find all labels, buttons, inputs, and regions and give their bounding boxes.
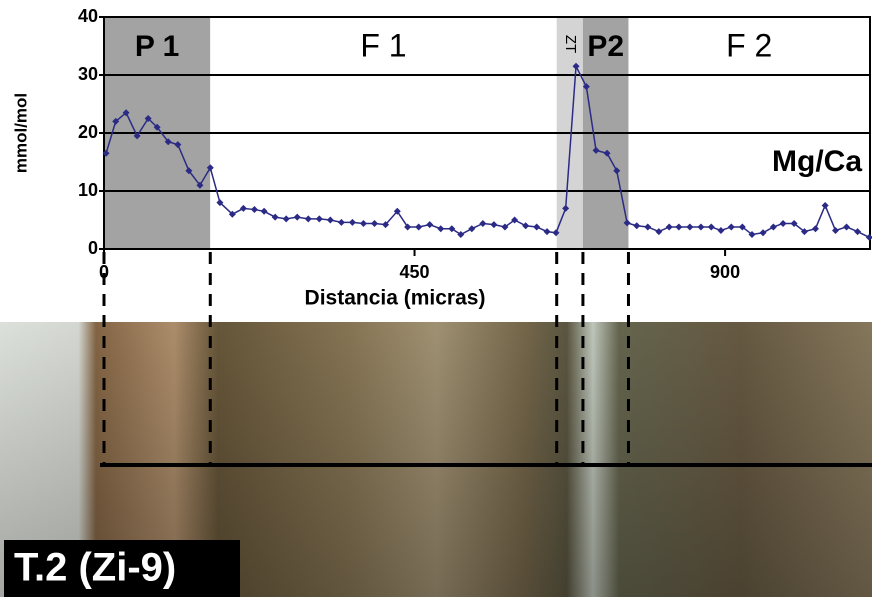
data-point — [854, 228, 862, 236]
photo-label-box — [4, 540, 240, 597]
data-point — [293, 213, 301, 221]
data-point — [393, 207, 401, 215]
data-point — [426, 221, 434, 229]
data-point — [675, 223, 683, 231]
data-point — [511, 216, 519, 224]
data-point — [633, 222, 641, 230]
data-point — [250, 206, 258, 214]
data-point — [102, 149, 110, 157]
data-point — [437, 225, 445, 233]
data-point — [865, 233, 872, 241]
series-label: Mg/Ca — [772, 145, 862, 178]
data-point — [239, 204, 247, 212]
data-point — [153, 123, 161, 131]
zone-label: P 1 — [135, 30, 180, 63]
x-tick-label: 0 — [99, 262, 109, 282]
data-point — [260, 207, 268, 215]
y-axis-label: mmol/mol — [11, 93, 30, 173]
data-point — [282, 215, 290, 223]
y-tick-label: 20 — [78, 122, 98, 142]
data-point — [727, 223, 735, 231]
data-point — [613, 167, 621, 175]
data-point — [522, 222, 530, 230]
x-axis-label: Distancia (micras) — [305, 287, 486, 310]
data-point — [572, 62, 580, 70]
data-point — [769, 223, 777, 231]
y-tick-label: 10 — [78, 180, 98, 200]
y-tick-label: 30 — [78, 64, 98, 84]
data-point — [206, 164, 214, 172]
data-point — [122, 109, 130, 117]
data-point — [655, 228, 663, 236]
data-point — [216, 199, 224, 207]
y-tick-label: 0 — [88, 238, 98, 258]
zone-label: F 2 — [726, 27, 772, 63]
data-point — [623, 219, 631, 227]
data-point — [457, 231, 465, 238]
data-point — [479, 219, 487, 227]
data-point — [404, 223, 412, 231]
data-point — [843, 223, 851, 231]
data-point — [800, 228, 808, 236]
x-tick-label: 450 — [400, 262, 430, 282]
data-point — [821, 202, 829, 209]
zone-label: F 1 — [360, 27, 406, 63]
data-point — [468, 225, 476, 233]
data-point — [448, 225, 456, 233]
data-point — [174, 141, 182, 149]
data-point — [697, 223, 705, 231]
data-point — [748, 231, 756, 238]
data-point — [133, 132, 141, 140]
zone-label: P2 — [587, 30, 624, 63]
data-point — [228, 210, 236, 218]
data-point — [707, 223, 715, 231]
x-tick-label: 900 — [710, 262, 740, 282]
data-point — [738, 223, 746, 231]
photo-label: T.2 (Zi-9) — [14, 546, 176, 590]
data-point — [759, 229, 767, 237]
data-point — [603, 149, 611, 157]
data-point — [144, 115, 152, 122]
data-point — [779, 219, 787, 227]
data-point — [562, 204, 570, 212]
data-point — [831, 226, 839, 234]
data-point — [490, 221, 498, 229]
y-tick-label: 40 — [78, 6, 98, 26]
data-point — [196, 181, 204, 189]
data-point — [382, 221, 390, 229]
data-point — [501, 223, 509, 231]
data-point — [359, 219, 367, 227]
data-point — [348, 218, 356, 226]
data-point — [592, 146, 600, 154]
data-point — [185, 167, 193, 175]
zone-label: ZT — [562, 35, 579, 53]
data-point — [543, 228, 551, 236]
data-point — [644, 223, 652, 231]
data-point — [811, 225, 819, 233]
data-point — [304, 215, 312, 223]
data-point — [337, 218, 345, 226]
data-point — [164, 138, 172, 146]
data-point — [533, 223, 541, 231]
data-point — [790, 219, 798, 227]
data-point — [717, 226, 725, 234]
plot-frame — [103, 16, 871, 250]
data-point — [371, 219, 379, 227]
data-point — [415, 223, 423, 231]
data-point — [582, 83, 590, 91]
data-point — [271, 213, 279, 221]
data-point — [315, 215, 323, 223]
data-point — [665, 223, 673, 231]
data-point — [686, 223, 694, 231]
data-point — [326, 216, 334, 224]
data-point — [112, 117, 120, 125]
photo: T.2 (Zi-9) — [0, 322, 872, 597]
data-point — [552, 229, 560, 237]
